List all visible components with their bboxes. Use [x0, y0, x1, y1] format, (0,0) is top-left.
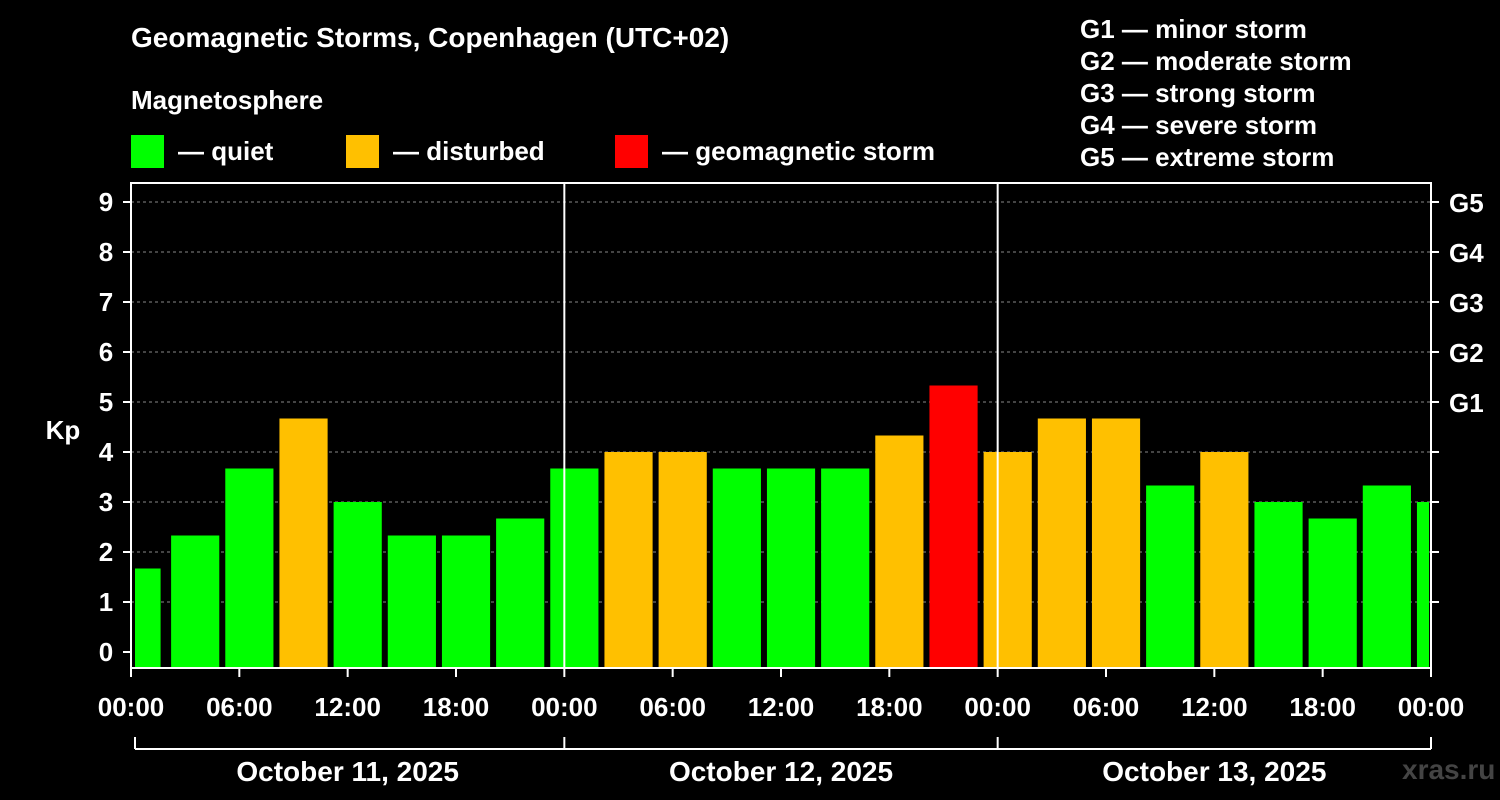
y-tick-label: 3	[99, 487, 113, 517]
legend-item-storm: — geomagnetic storm	[615, 134, 935, 168]
day-label: October 13, 2025	[1102, 756, 1326, 787]
legend-heading: Magnetosphere	[131, 85, 324, 115]
legend-item-disturbed: — disturbed	[346, 134, 545, 168]
kp-bar	[712, 468, 761, 668]
kp-bar	[279, 418, 328, 668]
kp-bar	[604, 452, 653, 668]
kp-bar	[171, 535, 220, 668]
y-tick-label: 5	[99, 387, 113, 417]
legend-swatch-disturbed	[346, 134, 379, 168]
x-tick-label: 06:00	[639, 692, 706, 722]
g-axis-label: G3	[1449, 288, 1484, 318]
y-tick-label: 7	[99, 287, 113, 317]
legend-label-disturbed: — disturbed	[393, 135, 545, 166]
g-level-1: G1 — minor storm	[1080, 14, 1307, 44]
g-level-4: G4 — severe storm	[1080, 110, 1318, 140]
x-tick-label: 18:00	[856, 692, 923, 722]
g-level-2: G2 — moderate storm	[1080, 46, 1352, 76]
legend-swatch-storm	[615, 134, 648, 168]
y-tick-label: 9	[99, 187, 113, 217]
kp-bar	[550, 468, 599, 668]
kp-bar	[983, 452, 1032, 668]
day-label: October 12, 2025	[669, 756, 893, 787]
kp-bar	[875, 435, 924, 668]
x-tick-label: 00:00	[531, 692, 598, 722]
y-tick-label: 6	[99, 337, 113, 367]
x-tick-label: 00:00	[964, 692, 1031, 722]
x-tick-label: 18:00	[423, 692, 490, 722]
kp-bar	[1308, 518, 1357, 668]
x-tick-label: 06:00	[1073, 692, 1140, 722]
legend-label-storm: — geomagnetic storm	[662, 135, 936, 166]
kp-bar	[496, 518, 545, 668]
watermark: xras.ru	[1402, 754, 1496, 785]
x-tick-label: 12:00	[314, 692, 381, 722]
kp-bar	[766, 468, 816, 668]
day-label: October 11, 2025	[236, 756, 459, 787]
y-tick-label: 4	[99, 437, 114, 467]
y-tick-label: 1	[99, 587, 113, 617]
x-tick-label: 12:00	[1181, 692, 1248, 722]
kp-bar	[135, 568, 161, 668]
kp-bar	[1416, 502, 1429, 668]
legend-swatch-quiet	[131, 134, 164, 168]
g-level-legend: G1 — minor storm G2 — moderate storm G3 …	[1080, 13, 1352, 173]
legend-label-quiet: — quiet	[178, 135, 274, 166]
kp-bar	[1362, 485, 1411, 668]
x-tick-label: 00:00	[1398, 692, 1465, 722]
g-axis-label: G4	[1449, 238, 1484, 268]
kp-bar	[929, 385, 978, 668]
y-tick-label: 8	[99, 237, 113, 267]
legend-item-quiet: — quiet	[131, 134, 273, 168]
g-axis-label: G1	[1449, 388, 1484, 418]
kp-bar	[821, 468, 870, 668]
x-tick-label: 18:00	[1289, 692, 1356, 722]
kp-bar	[225, 468, 274, 668]
kp-bar	[333, 502, 382, 668]
kp-bar	[1200, 452, 1249, 668]
kp-bar	[1091, 418, 1141, 668]
kp-bar	[658, 452, 707, 668]
kp-bar	[441, 535, 491, 668]
chart-title: Geomagnetic Storms, Copenhagen (UTC+02)	[131, 22, 730, 53]
kp-bar	[1146, 485, 1195, 668]
x-tick-label: 06:00	[206, 692, 273, 722]
x-tick-label: 00:00	[98, 692, 165, 722]
kp-bar	[387, 535, 436, 668]
y-axis-label: Kp	[46, 415, 81, 445]
g-axis-label: G2	[1449, 338, 1484, 368]
g-level-5: G5 — extreme storm	[1080, 142, 1335, 172]
kp-bar	[1037, 418, 1086, 668]
y-tick-label: 0	[99, 637, 113, 667]
kp-bar	[1254, 502, 1303, 668]
x-tick-label: 12:00	[748, 692, 815, 722]
y-tick-label: 2	[99, 537, 113, 567]
g-axis-label: G5	[1449, 188, 1484, 218]
g-level-3: G3 — strong storm	[1080, 78, 1316, 108]
